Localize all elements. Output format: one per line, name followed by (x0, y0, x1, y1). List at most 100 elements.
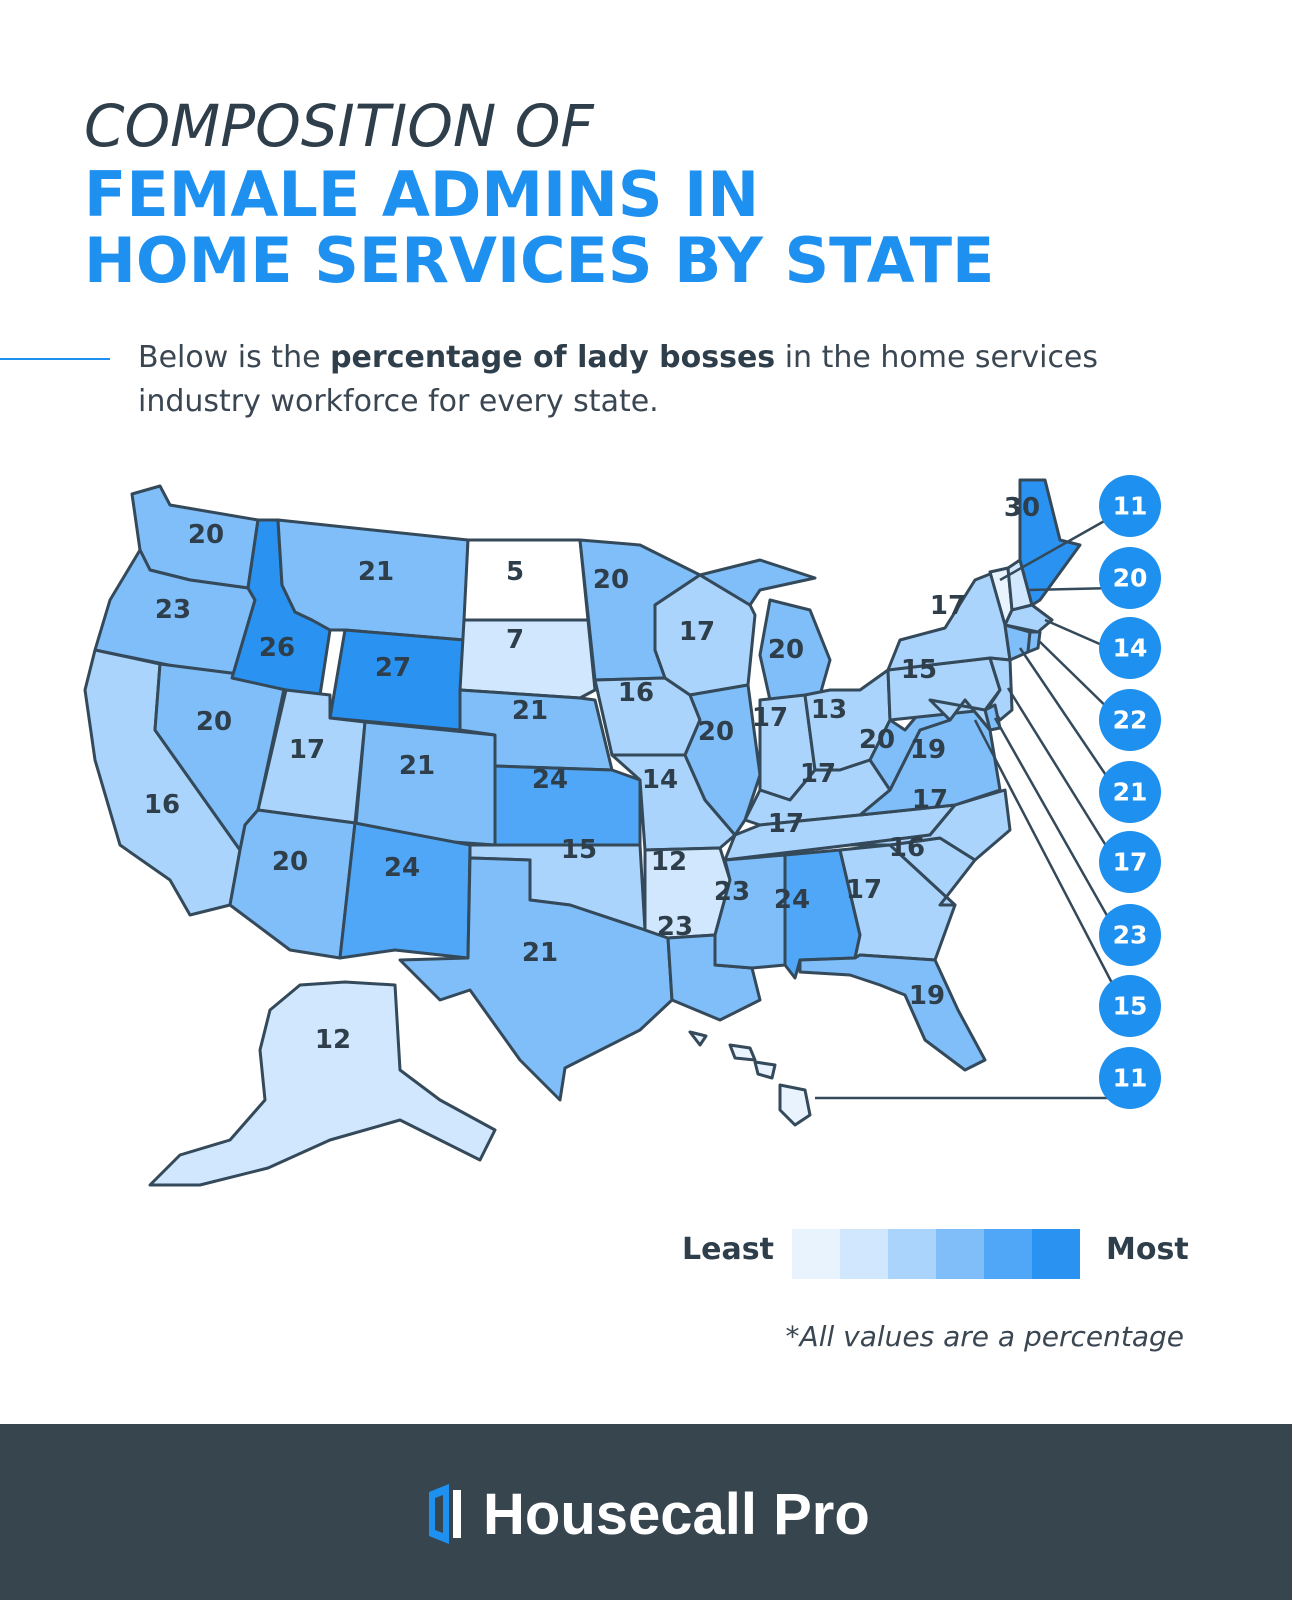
callout-bubble-circle (1099, 1047, 1161, 1109)
callout-bubble: 21 (1099, 761, 1161, 823)
legend-swatch (936, 1229, 984, 1279)
state-value-OH: 13 (811, 695, 847, 725)
callout-bubble-value: 22 (1113, 706, 1148, 735)
callout-bubble-circle (1099, 904, 1161, 966)
callout-bubble-value: 23 (1113, 921, 1148, 950)
callout-bubble-circle (1099, 475, 1161, 537)
intro-bold: percentage of lady bosses (330, 340, 776, 375)
brand-name: Housecall Pro (483, 1481, 870, 1547)
leader-NH (1027, 586, 1116, 592)
callout-bubble: 14 (1099, 617, 1161, 679)
state-TX (398, 856, 674, 1102)
state-value-VA: 19 (910, 735, 946, 765)
callout-bubble-circle (1099, 547, 1161, 609)
leader-MD (973, 719, 1127, 1009)
callout-bubble-value: 20 (1113, 564, 1148, 593)
state-value-ID: 26 (259, 633, 295, 663)
state-value-CA: 16 (144, 790, 180, 820)
legend-swatch (792, 1229, 840, 1279)
callout-bubble-circle (1099, 975, 1161, 1037)
legend-swatch (984, 1229, 1032, 1279)
legend-color-scale (792, 1229, 1080, 1279)
state-value-IL: 20 (698, 717, 734, 747)
callout-bubble: 11 (1099, 475, 1161, 537)
state-value-PA: 15 (901, 655, 937, 685)
state-value-TN: 17 (768, 809, 804, 839)
state-value-SD: 7 (506, 625, 524, 655)
state-KS (493, 764, 642, 847)
callout-bubble-circle (1099, 761, 1161, 823)
state-value-IN: 17 (752, 703, 788, 733)
leader-NJ (1006, 687, 1120, 866)
state-NM (338, 821, 472, 960)
callout-bubble-value: 11 (1113, 492, 1148, 521)
brand-logo: Housecall Pro (425, 1474, 870, 1554)
legend-swatch (840, 1229, 888, 1279)
callout-bubble: 22 (1099, 689, 1161, 751)
housecall-logo-icon (429, 1484, 461, 1544)
callout-bubble: 11 (1099, 1047, 1161, 1109)
state-value-ME: 30 (1004, 493, 1040, 523)
legend-most-label: Most (1106, 1232, 1189, 1267)
state-value-MN: 20 (593, 565, 629, 595)
state-value-SC: 16 (889, 833, 925, 863)
state-value-AR: 12 (651, 847, 687, 877)
state-AZ (228, 808, 357, 960)
leader-DE (993, 717, 1120, 936)
callout-bubble: 23 (1099, 904, 1161, 966)
callout-bubble-value: 14 (1113, 634, 1148, 663)
title-line-1: COMPOSITION OF (84, 92, 594, 160)
state-value-NY: 17 (930, 591, 966, 621)
intro-before: Below is the (138, 340, 331, 375)
state-AK (148, 980, 497, 1187)
intro-after: in the home services industry workforce … (138, 340, 1099, 419)
state-value-MT: 21 (358, 557, 394, 587)
state-value-CO: 21 (399, 751, 435, 781)
legend-swatch (888, 1229, 936, 1279)
state-value-AK: 12 (315, 1025, 351, 1055)
us-map: 11 20 14 22 21 17 23 15 11 20 23 16 20 26 21 27 17 20 21 2… (83, 475, 1161, 1187)
callout-bubble-value: 11 (1113, 1064, 1148, 1093)
callout-bubble-circle (1099, 689, 1161, 751)
state-value-GA: 17 (846, 875, 882, 905)
callout-bubble-value: 17 (1113, 848, 1148, 877)
callout-bubble: 17 (1099, 831, 1161, 893)
state-value-OR: 23 (155, 595, 191, 625)
title-line-3: HOME SERVICES BY STATE (84, 224, 995, 297)
state-value-NE: 21 (512, 696, 548, 726)
leader-VT (999, 513, 1116, 582)
state-MD (928, 698, 992, 732)
state-value-AZ: 20 (272, 847, 308, 877)
callout-bubble: 15 (1099, 975, 1161, 1037)
legend-swatch (1032, 1229, 1080, 1279)
leader-CT (1018, 647, 1120, 794)
footnote: *All values are a percentage (785, 1320, 1184, 1353)
state-value-KY: 17 (800, 759, 836, 789)
callout-bubble-value: 15 (1113, 992, 1148, 1021)
state-FL (798, 953, 987, 1072)
state-value-MO: 14 (642, 765, 678, 795)
state-value-FL: 19 (909, 981, 945, 1011)
leader-lines (815, 513, 1127, 1100)
state-value-LA: 23 (657, 912, 693, 942)
callout-bubble-circle (1099, 617, 1161, 679)
state-value-labels: 20 23 16 20 26 21 27 17 20 21 24 5 7 21 24 15 21 20 16 14 12… (144, 493, 1040, 1055)
state-value-WY: 27 (375, 653, 411, 683)
state-value-WV: 20 (859, 725, 895, 755)
legend-least-label: Least (682, 1232, 774, 1267)
callout-bubble-circle (1099, 831, 1161, 893)
state-value-UT: 17 (289, 735, 325, 765)
title-line-2: FEMALE ADMINS IN (84, 158, 760, 231)
state-RI (1026, 630, 1042, 654)
state-value-AL: 24 (774, 885, 810, 915)
callout-bubble-value: 21 (1113, 778, 1148, 807)
state-value-KS: 24 (532, 765, 568, 795)
callout-bubble: 20 (1099, 547, 1161, 609)
state-SD (458, 618, 597, 700)
state-CT (1003, 623, 1032, 662)
state-HI (688, 1030, 812, 1127)
state-value-TX: 21 (522, 938, 558, 968)
state-value-MI: 20 (768, 635, 804, 665)
intro-rule (0, 358, 110, 360)
intro-text: Below is the percentage of lady bosses i… (138, 336, 1178, 424)
